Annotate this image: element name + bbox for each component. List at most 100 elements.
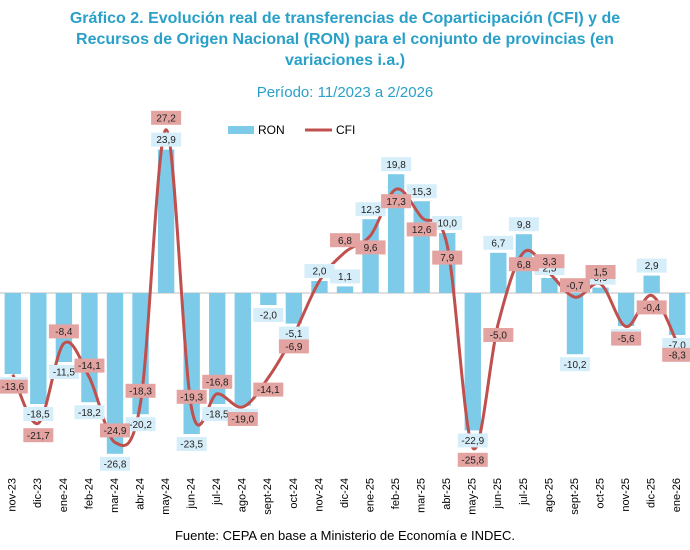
bar: [234, 293, 251, 406]
bar-label: -7,0: [669, 341, 687, 352]
line-label: 9,6: [364, 243, 378, 254]
line-label-box: [534, 254, 565, 269]
line-label-group: -21,7: [23, 428, 54, 443]
x-tick-label: may-24: [160, 478, 172, 515]
line-label-box: [611, 331, 642, 346]
bar-label-box: [560, 357, 590, 372]
line-label-box: [74, 358, 105, 373]
bar: [413, 201, 430, 293]
line-label-box: [278, 339, 309, 354]
line-label-group: -8,3: [662, 347, 690, 362]
bar: [157, 149, 175, 293]
line-label-group: -18,3: [125, 383, 156, 398]
bar-label-box: [304, 264, 335, 278]
bar-label: -2,0: [260, 311, 278, 322]
bar-label-box: [151, 132, 182, 147]
line-label-box: [355, 240, 386, 255]
line-label-group: 6,8: [330, 233, 360, 248]
line-label-box: [202, 374, 233, 389]
bar-label-group: -20,2: [125, 417, 156, 432]
bar-label-group: 12,3: [355, 202, 386, 217]
bar-label-box: [636, 258, 667, 273]
bar-label: 2,9: [645, 261, 659, 272]
bar-label-box: [176, 437, 207, 451]
line-label: 3,3: [542, 257, 556, 268]
x-tick-label: ene-24: [58, 478, 70, 512]
bar-label: -5,1: [285, 329, 303, 340]
x-tick-label: jun-25: [492, 478, 504, 510]
line-label: -13,6: [1, 382, 24, 393]
bar: [566, 293, 584, 355]
line-label-box: [381, 194, 412, 209]
line-label: -5,0: [490, 331, 508, 342]
line-label-group: 12,6: [406, 222, 437, 237]
line-label: -8,4: [55, 327, 73, 338]
x-tick-label: nov-24: [313, 478, 325, 512]
line-label: 12,6: [412, 225, 432, 236]
bar-label-box: [74, 405, 105, 420]
bar-label-group: 23,9: [151, 132, 182, 147]
line-label: -0,7: [566, 281, 584, 292]
line-label-group: -13,6: [0, 379, 28, 394]
bar: [464, 293, 481, 431]
bar-label: 2,0: [312, 267, 326, 278]
x-tick-label: sept-24: [262, 478, 274, 515]
x-tick-label: dic-23: [32, 478, 44, 508]
bar-label: -11,5: [53, 368, 75, 379]
x-tick-label: ene-25: [364, 478, 376, 512]
line-label: -21,7: [27, 431, 50, 442]
line-label-box: [432, 250, 463, 265]
bar-label-box: [48, 365, 79, 379]
bar-label-group: 19,8: [381, 157, 412, 172]
x-tick-label: dic-25: [646, 478, 658, 508]
line-label-box: [125, 383, 156, 398]
bar-label-group: -5,1: [278, 326, 309, 341]
x-tick-label: feb-25: [390, 478, 402, 509]
line-label-group: -19,0: [227, 412, 258, 426]
bar-label-group: 10,0: [432, 216, 463, 230]
bar-label: 10,0: [437, 219, 457, 230]
bar-label-group: 2,9: [636, 258, 667, 273]
line-label-box: [330, 233, 360, 248]
bar-label: 9,8: [517, 220, 531, 231]
chart-title: Gráfico 2. Evolución real de transferenc…: [69, 10, 621, 69]
x-tick-label: ene-26: [671, 478, 683, 512]
line-label: -14,1: [78, 361, 101, 372]
bar-label-box: [278, 326, 309, 341]
line-label-box: [662, 347, 690, 362]
bar: [285, 293, 303, 324]
line-label-box: [636, 300, 667, 315]
bar-label-box: [23, 407, 54, 421]
x-tick-label: mar-24: [109, 478, 121, 513]
line-label-group: 9,6: [355, 240, 386, 255]
x-tick-label: nov-23: [7, 478, 19, 512]
line-label-box: [0, 379, 28, 394]
bar: [336, 286, 354, 293]
line-label: -14,1: [257, 385, 280, 396]
line-label-group: 3,3: [534, 254, 565, 269]
x-tick-label: jun-24: [186, 478, 198, 510]
legend-label: RON: [258, 123, 285, 137]
bar: [490, 252, 507, 293]
line-label: 6,8: [338, 236, 352, 247]
bar: [106, 293, 124, 454]
bar-label-group: -18,5: [202, 407, 233, 421]
bar-label: 15,3: [412, 187, 432, 198]
line-label-group: 1,5: [585, 265, 616, 279]
line-label: -0,4: [643, 303, 661, 314]
x-tick-label: ago-24: [237, 478, 249, 512]
line-label: -24,9: [104, 426, 127, 437]
line-label-group: -24,9: [100, 423, 130, 438]
line-label: -6,9: [285, 342, 303, 353]
bar-label-group: -22,9: [457, 433, 488, 448]
line-label: 7,9: [440, 253, 454, 264]
line-label-box: [585, 265, 616, 279]
bar-label-group: -23,5: [176, 437, 207, 451]
x-tick-label: oct-24: [288, 478, 300, 509]
bar-label: 1,1: [338, 272, 352, 283]
x-tick-label: may-25: [467, 478, 479, 515]
line-label-group: 17,3: [381, 194, 412, 209]
line-label: -8,3: [669, 350, 687, 361]
bar-label: 2,5: [542, 264, 556, 275]
